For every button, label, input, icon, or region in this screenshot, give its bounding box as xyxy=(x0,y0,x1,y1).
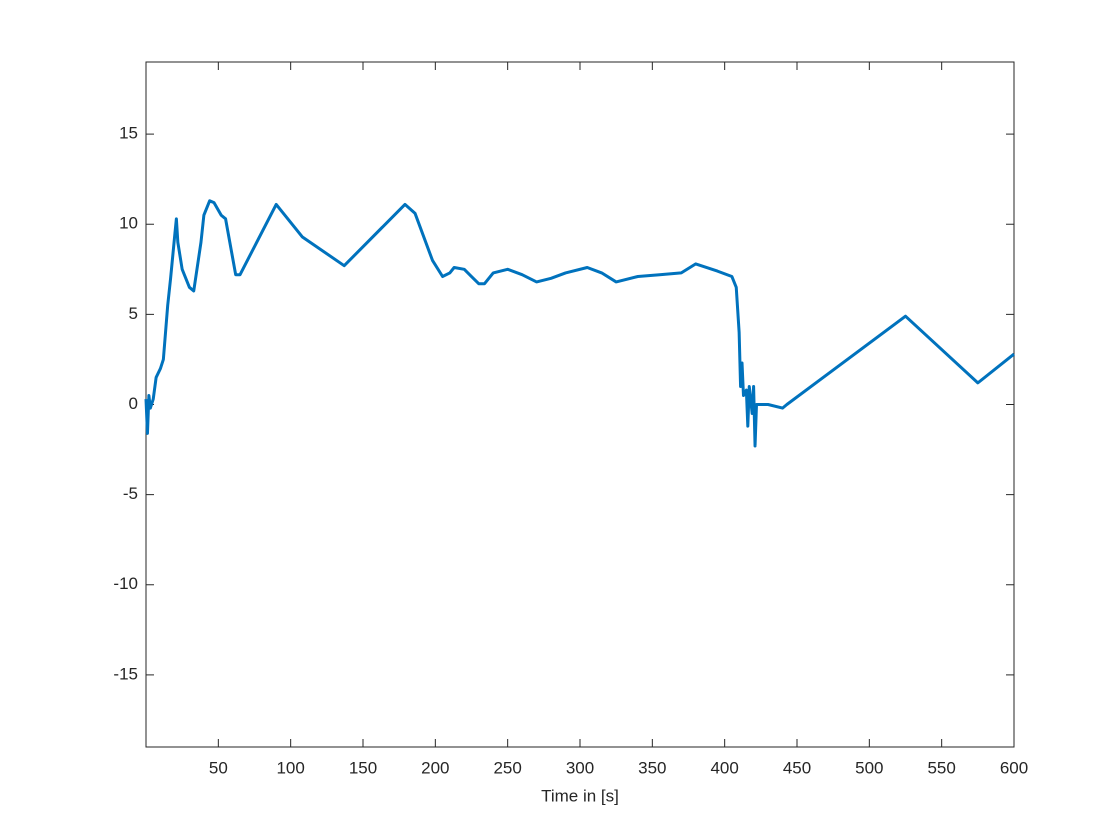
x-tick-label: 200 xyxy=(421,758,449,777)
x-tick-label: 600 xyxy=(1000,758,1028,777)
x-tick-label: 150 xyxy=(349,758,377,777)
x-axis-label: Time in [s] xyxy=(541,786,619,805)
y-tick-label: 15 xyxy=(119,124,138,143)
data-line xyxy=(144,199,1015,448)
y-tick-label: 0 xyxy=(129,394,138,413)
y-tick-label: -5 xyxy=(123,484,138,503)
x-tick-label: 100 xyxy=(276,758,304,777)
plot-area xyxy=(145,61,1015,748)
y-tick-label: -15 xyxy=(113,664,138,683)
x-tick-label: 250 xyxy=(493,758,521,777)
x-tick-label: 350 xyxy=(638,758,666,777)
x-tick-label: 50 xyxy=(209,758,228,777)
y-tick-label: 10 xyxy=(119,214,138,233)
y-tick-label: -10 xyxy=(113,574,138,593)
x-tick-label: 550 xyxy=(927,758,955,777)
x-tick-label: 450 xyxy=(783,758,811,777)
y-tick-label: 5 xyxy=(129,304,138,323)
x-tick-label: 400 xyxy=(710,758,738,777)
x-tick-label: 500 xyxy=(855,758,883,777)
x-tick-label: 300 xyxy=(566,758,594,777)
